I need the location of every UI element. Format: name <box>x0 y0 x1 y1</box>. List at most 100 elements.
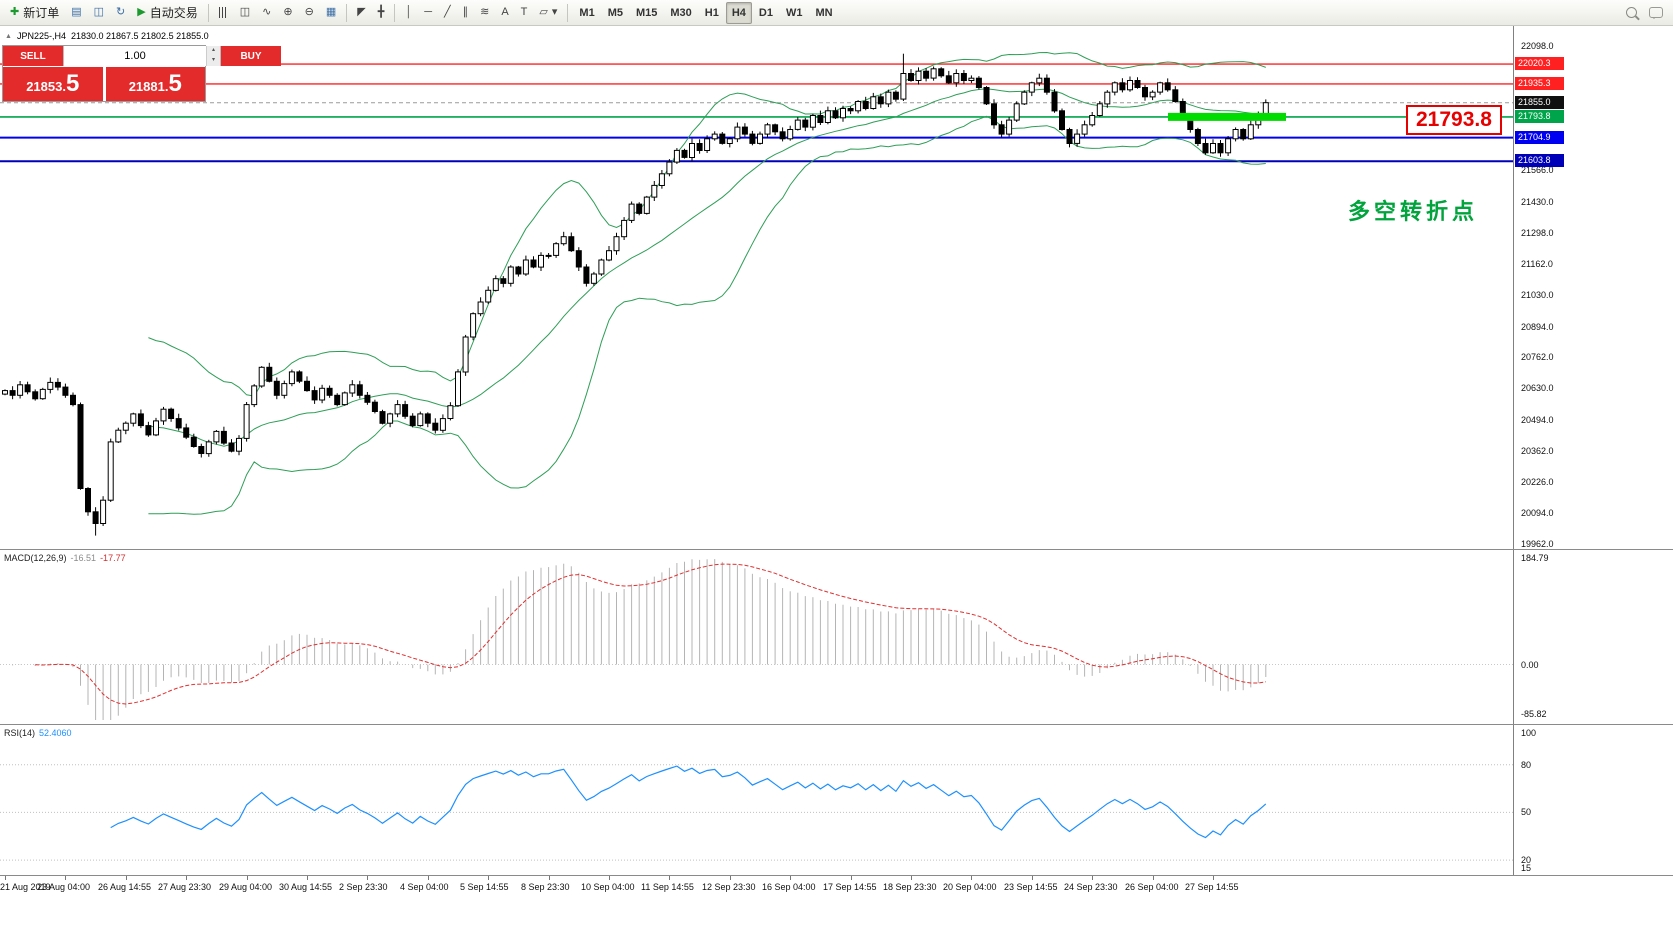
macd-tick: 0.00 <box>1521 660 1539 670</box>
time-tick <box>5 876 6 880</box>
cn-annotation[interactable]: 多空转折点 <box>1348 199 1479 224</box>
rsi-chart-canvas[interactable] <box>0 725 1513 875</box>
crosshair-tool-button[interactable]: ╋ <box>373 2 390 24</box>
new-order-icon: ✚ <box>10 6 20 18</box>
candle-chart-mode-button[interactable]: ◫ <box>235 2 255 24</box>
autotrade-button[interactable]: ▶ 自动交易 <box>132 2 202 24</box>
refresh-icon: ↻ <box>116 6 126 18</box>
search-icon <box>1626 7 1637 18</box>
time-label: 17 Sep 14:55 <box>823 882 877 892</box>
toolbar-separator <box>567 3 569 22</box>
time-tick <box>911 876 912 880</box>
crosshair-icon: ╋ <box>377 6 385 18</box>
zoom-out-button[interactable]: ⊖ <box>300 2 319 24</box>
vertical-line-tool-button[interactable]: │ <box>400 2 417 24</box>
volume-spinner: ▴ ▾ <box>206 46 220 66</box>
timeframe-D1[interactable]: D1 <box>758 6 773 19</box>
autotrade-label: 自动交易 <box>149 6 198 20</box>
label-icon: T <box>520 6 528 18</box>
trendline-tool-button[interactable]: ╱ <box>439 2 456 24</box>
price-tick: 20630.0 <box>1521 383 1554 393</box>
time-label: 27 Aug 23:30 <box>158 882 212 892</box>
macd-tick: 184.79 <box>1521 553 1549 563</box>
rsi-axis[interactable]: 100 80 50 20 15 <box>1513 725 1673 875</box>
time-tick <box>790 876 791 880</box>
time-tick <box>549 876 550 880</box>
new-order-button[interactable]: ✚ 新订单 <box>5 2 64 24</box>
timeframe-M30[interactable]: M30 <box>670 6 692 19</box>
timeframe-W1[interactable]: W1 <box>785 6 803 19</box>
zoom-in-button[interactable]: ⊕ <box>278 2 297 24</box>
price-tag-support-lower: 21603.8 <box>1515 154 1564 167</box>
timeframe-H1[interactable]: H1 <box>704 6 719 19</box>
chat-icon <box>1649 7 1663 19</box>
price-tick: 22098.0 <box>1521 41 1554 51</box>
label-tool-button[interactable]: T <box>516 2 533 24</box>
charts-icon: ▤ <box>71 6 82 18</box>
time-tick <box>307 876 308 880</box>
time-tick <box>609 876 610 880</box>
price-tick: 20362.0 <box>1521 446 1554 456</box>
sell-button[interactable]: SELL <box>3 46 63 66</box>
profiles-button[interactable]: ◫ <box>89 2 109 24</box>
fibonacci-tool-button[interactable]: ≋ <box>475 2 494 24</box>
time-label: 27 Sep 14:55 <box>1185 882 1239 892</box>
timeframe-M15[interactable]: M15 <box>635 6 658 19</box>
search-button[interactable] <box>1621 2 1642 24</box>
timeframe-M5[interactable]: M5 <box>607 6 623 19</box>
macd-name: MACD(12,26,9) <box>4 553 67 563</box>
symbol-info: ▲ JPN225-,H4 21830.0 21867.5 21802.5 218… <box>5 31 209 41</box>
toolbar: ✚ 新订单 ▤ ◫ ↻ ▶ 自动交易 ◫ ∿ ⊕ ⊖ ▦ ◤ ╋ │ ─ ╱ ∥… <box>0 0 1673 26</box>
line-chart-mode-button[interactable]: ∿ <box>257 2 276 24</box>
rsi-tick: 50 <box>1521 807 1532 817</box>
rsi-pane[interactable]: RSI(14) 52.4060 100 80 50 20 15 <box>0 724 1673 875</box>
main-chart-pane[interactable]: ▲ JPN225-,H4 21830.0 21867.5 21802.5 218… <box>0 26 1673 549</box>
chat-button[interactable] <box>1644 2 1668 24</box>
bar-chart-mode-button[interactable] <box>214 2 233 24</box>
price-tick: 21030.0 <box>1521 290 1554 300</box>
time-label: 18 Sep 23:30 <box>883 882 937 892</box>
macd-axis[interactable]: 184.79 0.00 -85.82 <box>1513 550 1673 724</box>
timeframe-MN[interactable]: MN <box>815 6 833 19</box>
buy-button[interactable]: BUY <box>221 46 281 66</box>
volume-control: ▴ ▾ <box>63 46 221 66</box>
text-tool-button[interactable]: A <box>496 2 513 24</box>
price-tag-resistance-lower: 21935.3 <box>1515 77 1564 90</box>
time-label: 16 Sep 04:00 <box>762 882 816 892</box>
candlestick-chart-canvas[interactable] <box>0 26 1513 549</box>
price-callout[interactable]: 21793.8 <box>1406 105 1502 135</box>
time-tick <box>1032 876 1033 880</box>
cursor-tool-button[interactable]: ◤ <box>352 2 370 24</box>
time-label: 2 Sep 23:30 <box>339 882 388 892</box>
price-tick: 19962.0 <box>1521 539 1554 549</box>
price-axis[interactable]: 22098.0 21566.0 21430.0 21298.0 21162.0 21030… <box>1513 26 1673 549</box>
time-label: 4 Sep 04:00 <box>400 882 449 892</box>
zoom-out-icon: ⊖ <box>304 6 314 18</box>
rsi-tick: 80 <box>1521 760 1532 770</box>
shapes-tool-button[interactable]: ▱ ▾ <box>534 2 562 24</box>
buy-price-button[interactable]: 21881. 5 <box>105 67 205 101</box>
price-tick: 20494.0 <box>1521 415 1554 425</box>
volume-down-button[interactable]: ▾ <box>207 56 220 66</box>
refresh-button[interactable]: ↻ <box>111 2 130 24</box>
time-tick <box>730 876 731 880</box>
sell-price-button[interactable]: 21853. 5 <box>3 67 103 101</box>
macd-pane[interactable]: MACD(12,26,9) -16.51 -17.77 184.79 0.00 -85.… <box>0 549 1673 724</box>
timeframe-M1[interactable]: M1 <box>579 6 595 19</box>
volume-input[interactable] <box>64 46 206 66</box>
time-axis[interactable]: 21 Aug 2019 23 Aug 04:00 26 Aug 14:55 27 Au… <box>0 875 1673 949</box>
charts-button[interactable]: ▤ <box>66 2 86 24</box>
horizontal-line-icon: ─ <box>424 6 432 18</box>
channel-tool-button[interactable]: ∥ <box>458 2 474 24</box>
time-tick <box>1153 876 1154 880</box>
volume-up-button[interactable]: ▴ <box>207 46 220 56</box>
macd-chart-canvas[interactable] <box>0 550 1513 724</box>
bar-chart-icon <box>218 7 228 18</box>
time-tick <box>669 876 670 880</box>
horizontal-line-tool-button[interactable]: ─ <box>419 2 437 24</box>
tile-windows-button[interactable]: ▦ <box>321 2 341 24</box>
macd-signal-value: -17.77 <box>100 553 126 563</box>
price-tick: 20094.0 <box>1521 508 1554 518</box>
rsi-tick: 15 <box>1521 863 1532 873</box>
timeframe-H4[interactable]: H4 <box>725 1 752 24</box>
